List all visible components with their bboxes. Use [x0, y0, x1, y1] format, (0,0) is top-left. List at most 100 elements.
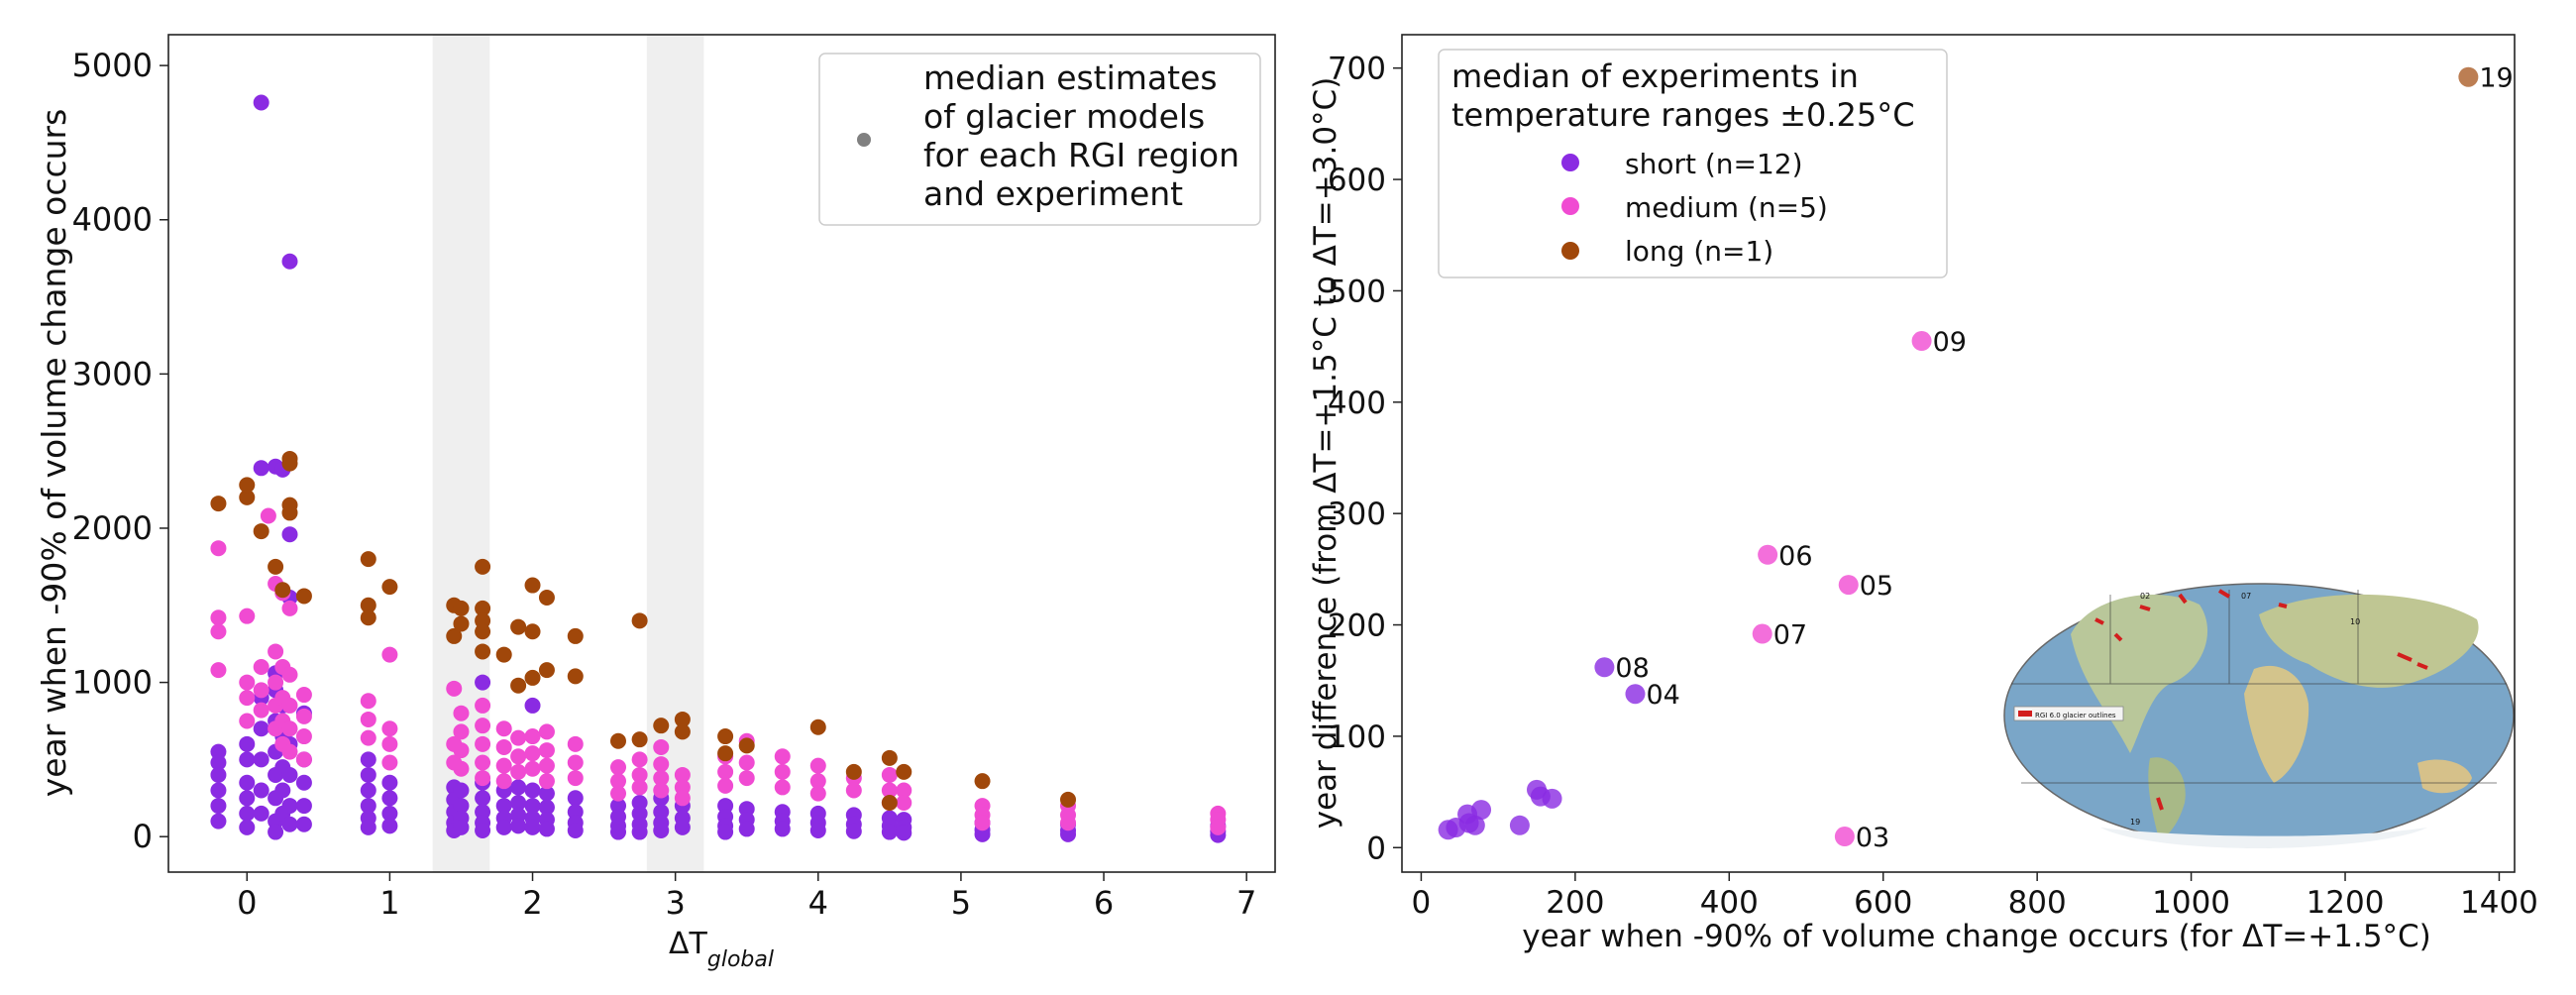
scatter-point-medium — [510, 748, 527, 765]
scatter-point-short — [360, 766, 376, 783]
scatter-point-medium — [475, 735, 491, 752]
scatter-point-medium — [295, 751, 312, 768]
scatter-point-medium — [567, 735, 584, 752]
scatter-point-medium — [295, 728, 312, 745]
scatter-point-medium — [281, 600, 298, 616]
scatter-point-short — [1509, 815, 1530, 835]
scatter-point-medium — [446, 735, 463, 752]
legend-label-short: short (n=12) — [1625, 148, 1803, 180]
scatter-point-short — [381, 774, 398, 791]
scatter-point-medium — [381, 735, 398, 752]
scatter-point-long — [453, 600, 470, 616]
inset-world-map: RGI 6.0 glacier outlines 02 07 10 19 — [2003, 583, 2515, 848]
scatter-point-medium — [1838, 575, 1859, 596]
scatter-point-long — [381, 579, 398, 596]
scatter-point-medium — [631, 779, 648, 796]
scatter-point-medium — [239, 608, 256, 624]
scatter-point-short — [360, 751, 376, 768]
scatter-point-short — [1471, 800, 1492, 821]
scatter-point-medium — [281, 697, 298, 714]
right-x-ticks: 0 200 400 600 800 1000 1200 1400 — [1412, 872, 2538, 921]
region-label: 09 — [1933, 327, 1967, 358]
scatter-point-short — [295, 798, 312, 815]
region-label: 08 — [1615, 653, 1649, 684]
scatter-point-medium — [524, 760, 541, 777]
left-legend: median estimates of glacier models for e… — [818, 53, 1261, 226]
scatter-point-medium — [281, 720, 298, 737]
scatter-point-medium — [453, 705, 470, 721]
scatter-point-short — [274, 782, 291, 799]
scatter-point-short — [538, 799, 555, 816]
left-legend-line: of glacier models — [923, 97, 1205, 136]
scatter-point-long — [538, 590, 555, 607]
scatter-point-medium — [381, 754, 398, 771]
scatter-point-long — [717, 745, 734, 762]
left-legend-line: for each RGI region — [923, 136, 1239, 174]
left-x-axis-label: ΔTglobal — [669, 927, 774, 972]
map-region-number: 19 — [2130, 818, 2140, 827]
scatter-point-short — [253, 805, 269, 822]
left-legend-line: and experiment — [923, 174, 1183, 213]
scatter-point-long — [495, 646, 512, 663]
scatter-point-medium — [1210, 819, 1227, 835]
left-x-ticks: 0 1 2 3 4 5 6 7 — [237, 872, 1256, 922]
scatter-point-long — [653, 718, 670, 734]
scatter-point-short — [524, 697, 541, 714]
scatter-point-short — [1542, 788, 1562, 809]
map-africa — [2244, 665, 2309, 783]
x-tick-label: 200 — [1546, 885, 1604, 921]
x-tick-label: 7 — [1236, 884, 1256, 922]
scatter-point-short — [453, 798, 470, 815]
scatter-point-medium — [360, 711, 376, 727]
scatter-point-long — [881, 749, 898, 766]
y-tick-label: 0 — [1366, 830, 1386, 866]
scatter-point-short — [881, 824, 898, 840]
scatter-point-short — [510, 818, 527, 834]
scatter-point-medium — [253, 702, 269, 719]
scatter-point-medium — [210, 540, 227, 557]
scatter-point-medium — [446, 754, 463, 771]
region-label: 07 — [1773, 620, 1807, 651]
x-tick-label: 1000 — [2152, 885, 2230, 921]
left-x-axis-label-main: ΔT — [669, 927, 708, 961]
scatter-point-short — [295, 774, 312, 791]
scatter-point-long — [475, 558, 491, 575]
scatter-point-long — [845, 763, 862, 780]
y-tick-label: 600 — [1328, 163, 1386, 198]
scatter-point-short — [381, 818, 398, 834]
scatter-point-short — [253, 751, 269, 768]
x-tick-label: 1 — [379, 884, 399, 922]
scatter-point-long — [360, 597, 376, 613]
scatter-point-short — [210, 754, 227, 771]
scatter-point-medium — [809, 773, 826, 790]
scatter-point-medium — [268, 674, 284, 691]
right-legend-box — [1438, 49, 1948, 278]
scatter-point-long — [631, 731, 648, 748]
map-legend-text: RGI 6.0 glacier outlines — [2035, 712, 2116, 719]
scatter-point-short — [495, 798, 512, 815]
scatter-point-long — [453, 615, 470, 632]
scatter-point-medium — [210, 662, 227, 679]
scatter-point-short — [281, 766, 298, 783]
scatter-point-medium — [381, 646, 398, 663]
scatter-point-long — [268, 558, 284, 575]
region-label: 19 — [2479, 63, 2513, 94]
scatter-point-medium — [210, 609, 227, 626]
scatter-point-medium — [738, 754, 755, 771]
scatter-point-long — [510, 618, 527, 635]
map-north-america — [2071, 595, 2208, 753]
scatter-point-short — [717, 824, 734, 840]
scatter-point-medium — [538, 723, 555, 740]
scatter-point-short — [239, 790, 256, 807]
scatter-point-medium — [475, 754, 491, 771]
scatter-point-long — [281, 504, 298, 521]
scatter-point-medium — [653, 770, 670, 787]
scatter-point-medium — [510, 763, 527, 780]
scatter-point-short — [360, 798, 376, 815]
scatter-point-medium — [360, 693, 376, 710]
scatter-point-short — [845, 823, 862, 839]
y-tick-label: 300 — [1328, 497, 1386, 532]
y-tick-label: 500 — [1328, 274, 1386, 309]
scatter-point-short — [281, 798, 298, 815]
